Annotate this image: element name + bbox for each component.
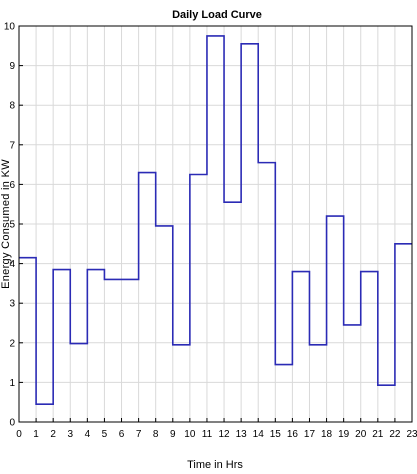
x-tick-label-6: 6	[119, 429, 125, 440]
axis-ticks: 0 1 2 3 4 5 6 7 8 9 10 11 12 13 14 15 16 17 18 19 20 21 22 2301…	[4, 22, 417, 441]
grid	[18, 25, 413, 423]
y-tick-label-3: 3	[9, 299, 15, 310]
x-tick-label-13: 13	[236, 429, 248, 440]
x-tick-label-1: 1	[33, 429, 39, 440]
x-tick-label-12: 12	[218, 429, 230, 440]
y-tick-label-9: 9	[9, 61, 15, 72]
series-line-0	[19, 35, 412, 405]
x-tick-label-17: 17	[304, 429, 316, 440]
x-tick-label-0: 0	[16, 429, 22, 440]
chart-title: Daily Load Curve	[172, 9, 262, 21]
y-tick-label-4: 4	[9, 259, 15, 270]
x-tick-label-21: 21	[372, 429, 384, 440]
y-tick-label-0: 0	[9, 418, 15, 429]
x-tick-label-10: 10	[184, 429, 196, 440]
x-tick-label-15: 15	[270, 429, 282, 440]
x-tick-label-22: 22	[389, 429, 401, 440]
y-tick-label-2: 2	[9, 338, 15, 349]
x-tick-label-19: 19	[338, 429, 350, 440]
x-tick-label-20: 20	[355, 429, 367, 440]
x-tick-label-11: 11	[202, 429, 213, 440]
y-tick-label-8: 8	[9, 101, 15, 112]
y-tick-label-6: 6	[9, 180, 15, 191]
x-tick-label-7: 7	[136, 429, 142, 440]
x-tick-label-5: 5	[102, 429, 108, 440]
x-tick-label-14: 14	[253, 429, 265, 440]
x-tick-label-2: 2	[50, 429, 56, 440]
x-tick-label-18: 18	[321, 429, 333, 440]
x-tick-label-16: 16	[287, 429, 299, 440]
y-tick-label-5: 5	[9, 220, 15, 231]
x-axis-label: Time in Hrs	[187, 459, 243, 471]
y-tick-label-10: 10	[4, 22, 16, 33]
x-tick-label-4: 4	[85, 429, 91, 440]
x-tick-label-8: 8	[153, 429, 159, 440]
x-tick-label-3: 3	[67, 429, 73, 440]
x-tick-label-9: 9	[170, 429, 176, 440]
x-tick-label-23: 23	[406, 429, 417, 440]
y-axis-label: Energy Consumed in KW	[0, 159, 12, 289]
y-tick-label-1: 1	[9, 378, 15, 389]
y-tick-label-7: 7	[9, 140, 15, 151]
plot-series	[19, 35, 412, 405]
